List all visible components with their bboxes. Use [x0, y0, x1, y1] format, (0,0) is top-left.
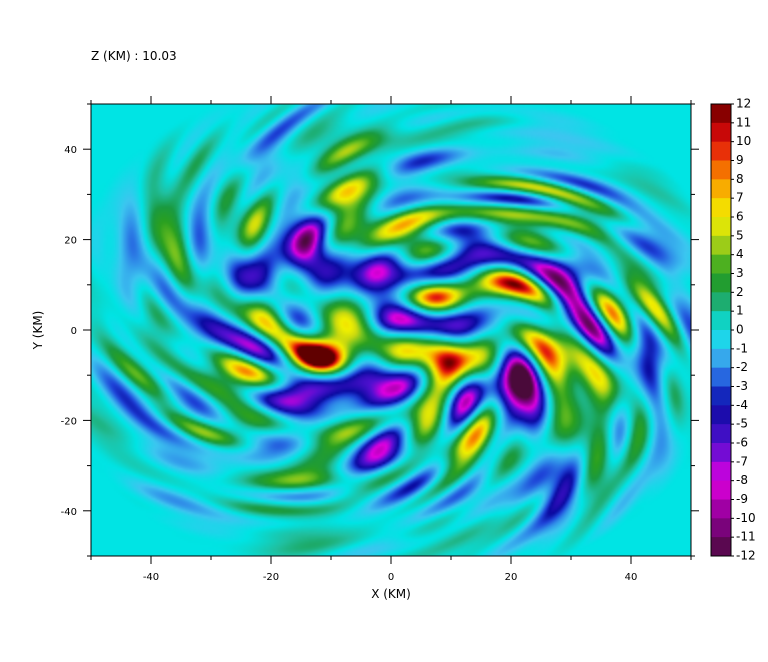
colorbar-band: [711, 405, 731, 425]
x-axis: -40 -20 0 20 40: [90, 96, 692, 583]
colorbar-band: [711, 386, 731, 406]
colorbar-band: [711, 254, 731, 274]
colorbar-tick-label: 10: [736, 134, 751, 148]
y-tick-label: 40: [64, 145, 77, 156]
heatmap-field: [91, 104, 691, 556]
x-tick-label: 0: [388, 572, 394, 583]
colorbar-band: [711, 367, 731, 387]
colorbar-band: [711, 537, 731, 557]
y-tick-label: -20: [61, 416, 77, 427]
colorbar-band: [711, 480, 731, 500]
x-axis-label: X (KM): [371, 587, 411, 601]
y-tick-label: 20: [64, 236, 77, 247]
colorbar-tick-label: 9: [736, 153, 744, 167]
colorbar-band: [711, 461, 731, 482]
colorbar-tick-label: 5: [736, 228, 744, 242]
y-tick-label: 0: [71, 326, 77, 337]
colorbar-band: [711, 198, 731, 218]
colorbar-tick-label: 1: [736, 304, 744, 318]
colorbar-band: [711, 348, 731, 369]
colorbar-band: [711, 235, 731, 256]
chart-title: Z (KM) : 10.03: [91, 49, 177, 63]
colorbar-band: [711, 443, 731, 463]
colorbar-tick-label: 8: [736, 172, 744, 186]
colorbar-tick-label: 4: [736, 247, 744, 261]
colorbar-tick-label: 11: [736, 115, 751, 129]
colorbar-tick-label: 0: [736, 323, 744, 337]
colorbar-tick-label: -3: [736, 379, 748, 393]
colorbar-tick-label: -10: [736, 511, 756, 525]
colorbar-tick-label: -5: [736, 417, 748, 431]
colorbar-tick-label: -11: [736, 530, 756, 544]
colorbar-band: [711, 122, 731, 143]
colorbar-band: [711, 217, 731, 237]
colorbar-band: [711, 292, 731, 312]
colorbar-tick-label: 7: [736, 191, 744, 205]
x-tick-label: -20: [263, 572, 279, 583]
x-tick-label: 40: [625, 572, 638, 583]
x-tick-label: -40: [143, 572, 159, 583]
colorbar-tick-label: 3: [736, 266, 744, 280]
colorbar-tick-label: -9: [736, 492, 748, 506]
colorbar-tick-label: 2: [736, 285, 744, 299]
colorbar-band: [711, 179, 731, 199]
y-tick-label: -40: [61, 507, 77, 518]
colorbar-band: [711, 273, 731, 293]
colorbar-tick-label: -6: [736, 436, 748, 450]
colorbar-band: [711, 141, 731, 161]
colorbar-band: [711, 330, 731, 350]
colorbar-tick-label: 6: [736, 210, 744, 224]
colorbar-band: [711, 160, 731, 180]
heatmap-area: [91, 104, 691, 556]
colorbar-band: [711, 311, 731, 331]
y-axis: 40 20 0 -20 -40: [61, 103, 699, 557]
colorbar: 1211109876543210-1-2-3-4-5-6-7-8-9-10-11…: [710, 97, 756, 563]
colorbar-tick-label: 12: [736, 97, 751, 111]
colorbar-band: [711, 518, 731, 538]
colorbar-tick-label: -2: [736, 360, 748, 374]
y-axis-label: Y (KM): [31, 311, 45, 351]
colorbar-tick-label: -8: [736, 473, 748, 487]
colorbar-tick-label: -7: [736, 454, 748, 468]
colorbar-tick-label: -1: [736, 341, 748, 355]
colorbar-tick-label: -12: [736, 549, 756, 563]
colorbar-band: [711, 104, 731, 124]
colorbar-tick-label: -4: [736, 398, 748, 412]
x-tick-label: 20: [505, 572, 518, 583]
colorbar-band: [711, 499, 731, 519]
colorbar-band: [711, 424, 731, 444]
